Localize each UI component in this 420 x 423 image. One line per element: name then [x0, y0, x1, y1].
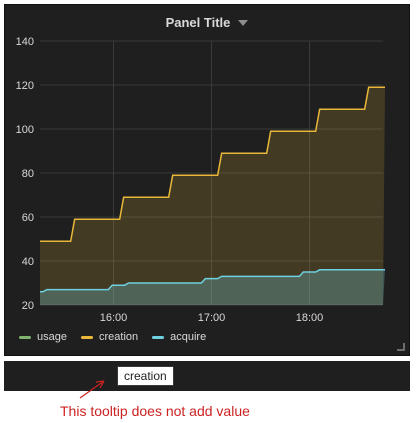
arrow-shaft: [79, 380, 105, 399]
y-tick-label: 140: [16, 36, 34, 48]
x-tick-label: 18:00: [296, 312, 324, 324]
y-tick-label: 100: [16, 124, 34, 136]
legend-tooltip: creation: [117, 366, 174, 386]
legend-label: creation: [98, 331, 139, 343]
series-area-creation: [40, 87, 385, 305]
annotation-text: This tooltip does not add value: [60, 403, 250, 419]
y-tick-label: 40: [22, 256, 34, 268]
series-line-acquire: [40, 269, 385, 293]
legend-swatch-acquire: [152, 335, 165, 339]
legend-label: usage: [37, 331, 67, 343]
caret-down-icon[interactable]: [238, 20, 249, 26]
resize-handle[interactable]: [397, 343, 405, 351]
y-tick-label: 120: [16, 80, 34, 92]
series-area-acquire: [40, 269, 385, 305]
legend: usage creation acquire: [19, 331, 206, 343]
panel-title[interactable]: Panel Title: [165, 14, 231, 30]
y-tick-label: 80: [22, 168, 34, 180]
x-tick-label: 16:00: [100, 312, 128, 324]
panel-header[interactable]: Panel Title: [5, 5, 409, 39]
panel-footer-strip: [4, 361, 410, 391]
legend-swatch-creation: [80, 335, 93, 339]
y-tick-label: 20: [22, 300, 34, 312]
legend-item-creation[interactable]: creation: [80, 331, 139, 343]
legend-label: acquire: [170, 331, 207, 343]
y-tick-label: 60: [22, 212, 34, 224]
graph-panel: Panel Title usage creation acquire: [4, 4, 410, 356]
legend-swatch-usage: [19, 335, 31, 339]
legend-item-usage[interactable]: usage: [19, 331, 67, 343]
chart-area: 20 40 60 80 100 120 140 16:00 17:00 18:00: [16, 36, 385, 324]
legend-item-acquire[interactable]: acquire: [152, 331, 206, 343]
x-tick-label: 17:00: [198, 312, 226, 324]
series-line-creation: [40, 86, 385, 242]
arrow-head-icon: [95, 380, 105, 389]
